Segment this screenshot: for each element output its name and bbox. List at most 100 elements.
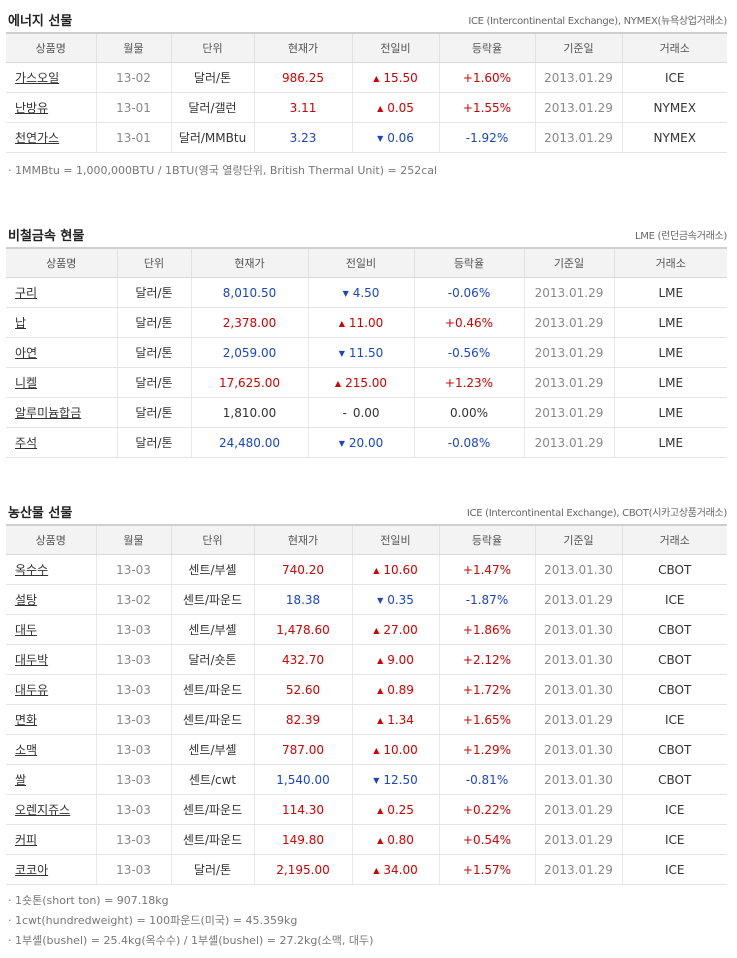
commodity-name-cell: 면화 [6,704,96,735]
rate-cell: +1.47% [438,554,535,585]
unit-cell: 달러/톤 [170,854,254,885]
metals-section: 비철금속 현물 LME (런던금속거래소) 상품명 단위 현재가 전일비 등락율 기준일 거… [6,223,727,458]
change-value: 0.05 [387,100,414,115]
column-header: 현재가 [253,32,352,63]
base-date-cell: 2013.01.29 [523,337,614,368]
column-header: 기준일 [534,32,622,63]
base-date-cell: 2013.01.29 [523,307,614,338]
change-cell: ▲ 9.00 [351,644,439,675]
section-source: ICE (Intercontinental Exchange), CBOT(시카… [466,508,727,519]
table-header-row: 상품명 월물 단위 현재가 전일비 등락율 기준일 거래소 [6,32,727,63]
price-cell: 24,480.00 [190,427,308,458]
commodity-link[interactable]: 천연가스 [15,131,60,145]
unit-cell: 센트/파운드 [170,704,254,735]
column-header: 상품명 [6,524,96,555]
agri-section: 농산물 선물 ICE (Intercontinental Exchange), … [6,500,727,951]
base-date-cell: 2013.01.29 [534,122,622,153]
change-cell: ▲ 34.00 [351,854,439,885]
change-cell: ▲ 0.89 [351,674,439,705]
column-header: 거래소 [613,247,727,278]
unit-cell: 달러/톤 [170,62,254,93]
table-row: 니켈 달러/톤 17,625.00 ▲ 215.00 +1.23% 2013.01.29 LM… [6,367,727,398]
exchange-cell: LME [613,277,727,308]
commodity-link[interactable]: 가스오일 [15,71,60,85]
change-value: 15.50 [383,70,418,85]
commodity-name-cell: 대두유 [6,674,96,705]
table-row: 주석 달러/톤 24,480.00 ▼ 20.00 -0.08% 2013.01.29 LME [6,427,727,458]
commodity-link[interactable]: 소맥 [15,743,38,757]
rate-cell: +1.55% [438,92,535,123]
section-header: 에너지 선물 ICE (Intercontinental Exchange), … [6,8,727,32]
column-header: 등락율 [438,32,535,63]
up-arrow-icon: ▲ [334,378,342,388]
bullet-icon: · [8,914,15,927]
contract-month: 13-02 [95,62,171,93]
commodity-name-cell: 가스오일 [6,62,96,93]
commodity-link[interactable]: 구리 [15,286,38,300]
commodity-link[interactable]: 니켈 [15,376,38,390]
bullet-icon: · [8,164,15,177]
commodity-name-cell: 납 [6,307,117,338]
price-cell: 114.30 [253,794,352,825]
table-row: 천연가스 13-01 달러/MMBtu 3.23 ▼ 0.06 -1.92% 2013.01.… [6,122,727,153]
commodity-link[interactable]: 커피 [15,833,38,847]
change-cell: ▲ 0.05 [351,92,439,123]
commodity-link[interactable]: 대두유 [15,683,49,697]
notes: · 1숏톤(short ton) = 907.18kg · 1cwt(hundre… [6,891,727,951]
commodity-link[interactable]: 알루미늄합금 [15,406,82,420]
section-title: 농산물 선물 [8,506,73,521]
change-cell: ▲ 215.00 [307,367,414,398]
change-value: 10.60 [383,562,418,577]
exchange-cell: LME [613,367,727,398]
exchange-cell: ICE [621,704,727,735]
change-value: 27.00 [383,622,418,637]
column-header: 단위 [170,524,254,555]
change-value: 9.00 [387,652,414,667]
base-date-cell: 2013.01.30 [534,614,622,645]
metals-table: 상품명 단위 현재가 전일비 등락율 기준일 거래소 구리 달러/톤 8,010.50 ▼ 4.50… [6,247,727,458]
change-value: 215.00 [345,375,388,390]
unit-cell: 센트/파운드 [170,794,254,825]
change-value: 0.35 [387,592,414,607]
commodity-name-cell: 코코아 [6,854,96,885]
commodity-link[interactable]: 아연 [15,346,38,360]
footnote: · 1cwt(hundredweight) = 100파운드(미국) = 45.… [8,911,727,931]
commodity-link[interactable]: 옥수수 [15,563,49,577]
rate-cell: -1.87% [438,584,535,615]
change-value: 11.00 [348,315,384,330]
unit-cell: 달러/톤 [116,427,191,458]
footnote: · 1MMBtu = 1,000,000BTU / 1BTU(영국 열량단위, … [8,161,727,181]
exchange-cell: ICE [621,854,727,885]
price-cell: 740.20 [253,554,352,585]
commodity-link[interactable]: 오렌지쥬스 [15,803,71,817]
commodity-link[interactable]: 납 [15,316,27,330]
commodity-link[interactable]: 대두 [15,623,38,637]
energy-section: 에너지 선물 ICE (Intercontinental Exchange), … [6,8,727,181]
rate-cell: +1.29% [438,734,535,765]
rate-cell: -0.06% [413,277,524,308]
commodity-link[interactable]: 주석 [15,436,38,450]
bullet-icon: · [8,894,15,907]
unit-cell: 센트/부셸 [170,554,254,585]
table-row: 코코아 13-03 달러/톤 2,195.00 ▲ 34.00 +1.57% 2013.01.… [6,854,727,885]
contract-month: 13-03 [95,824,171,855]
commodity-name-cell: 난방유 [6,92,96,123]
contract-month: 13-03 [95,794,171,825]
base-date-cell: 2013.01.29 [534,824,622,855]
change-cell: ▲ 10.00 [351,734,439,765]
commodity-link[interactable]: 면화 [15,713,38,727]
commodity-name-cell: 쌀 [6,764,96,795]
section-title: 비철금속 현물 [8,229,85,244]
contract-month: 13-01 [95,92,171,123]
base-date-cell: 2013.01.30 [534,644,622,675]
change-cell: ▼ 0.35 [351,584,439,615]
commodity-link[interactable]: 난방유 [15,101,49,115]
commodity-link[interactable]: 대두박 [15,653,49,667]
commodity-link[interactable]: 코코아 [15,863,49,877]
base-date-cell: 2013.01.29 [523,397,614,428]
commodity-link[interactable]: 설탕 [15,593,38,607]
rate-cell: -1.92% [438,122,535,153]
commodity-name-cell: 대두 [6,614,96,645]
commodity-link[interactable]: 쌀 [15,773,27,787]
price-cell: 432.70 [253,644,352,675]
